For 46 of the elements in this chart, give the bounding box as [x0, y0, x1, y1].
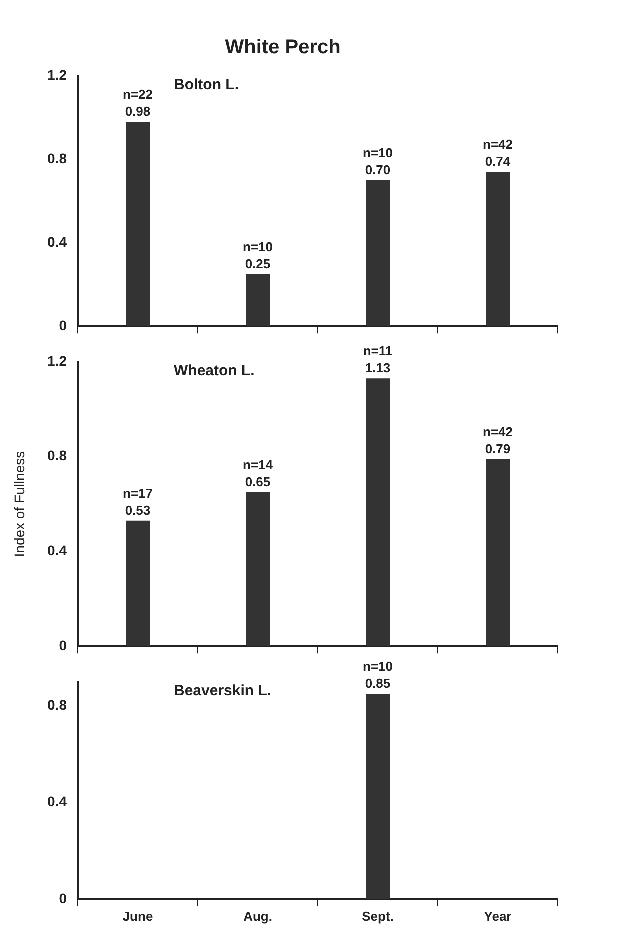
data-label: 0.74: [485, 154, 512, 170]
bar: [486, 172, 510, 327]
data-label: 0.65: [245, 474, 271, 490]
annotation: n=22: [123, 87, 153, 102]
x-tick-label: Year: [484, 908, 512, 924]
chart-title: White Perch: [225, 36, 341, 59]
annotation: n=14: [243, 458, 274, 473]
y-tick-label: 0.8: [48, 697, 68, 714]
y-tick-label: 0.8: [48, 150, 68, 166]
bar: [366, 180, 390, 327]
bar: [246, 274, 270, 327]
data-label: 0.85: [365, 676, 391, 692]
x-tick-label: June: [122, 908, 154, 924]
chart-subtitle: Wheaton L.: [174, 362, 255, 380]
bar: [246, 492, 270, 647]
y-tick-label: 0: [59, 317, 68, 334]
bar: [126, 122, 150, 327]
y-tick-label: 0: [59, 637, 68, 654]
bar: [126, 520, 150, 647]
chart-subtitle: Beaverskin L.: [174, 682, 272, 700]
y-tick-label: 0.8: [48, 448, 68, 464]
y-tick-label: 0.4: [48, 542, 68, 559]
data-label: 0.53: [125, 502, 151, 518]
y-tick-label: 0.4: [48, 234, 68, 250]
data-label: 0.70: [365, 162, 391, 178]
y-tick-label: 1.2: [48, 66, 68, 83]
annotation: n=10: [243, 239, 273, 254]
annotation: n=42: [483, 424, 513, 440]
x-tick-label: Sept.: [362, 908, 394, 924]
chart-subtitle: Bolton L.: [174, 76, 239, 94]
annotation: n=11: [363, 344, 393, 359]
annotation: n=17: [123, 486, 153, 501]
data-label: 0.79: [485, 441, 511, 456]
annotation: n=42: [483, 137, 513, 152]
bar: [366, 378, 390, 647]
data-label: 0.25: [245, 256, 271, 272]
data-label: 0.98: [125, 104, 151, 120]
y-tick-label: 1.2: [48, 352, 68, 369]
annotation: n=10: [363, 659, 393, 674]
annotation: n=10: [363, 145, 393, 160]
bar: [486, 459, 510, 647]
data-label: 1.13: [365, 360, 391, 376]
y-axis-title: Index of Fullness: [11, 451, 28, 558]
y-tick-label: 0.4: [48, 794, 68, 810]
x-tick-label: Aug.: [244, 908, 272, 924]
y-tick-label: 0: [59, 890, 68, 906]
